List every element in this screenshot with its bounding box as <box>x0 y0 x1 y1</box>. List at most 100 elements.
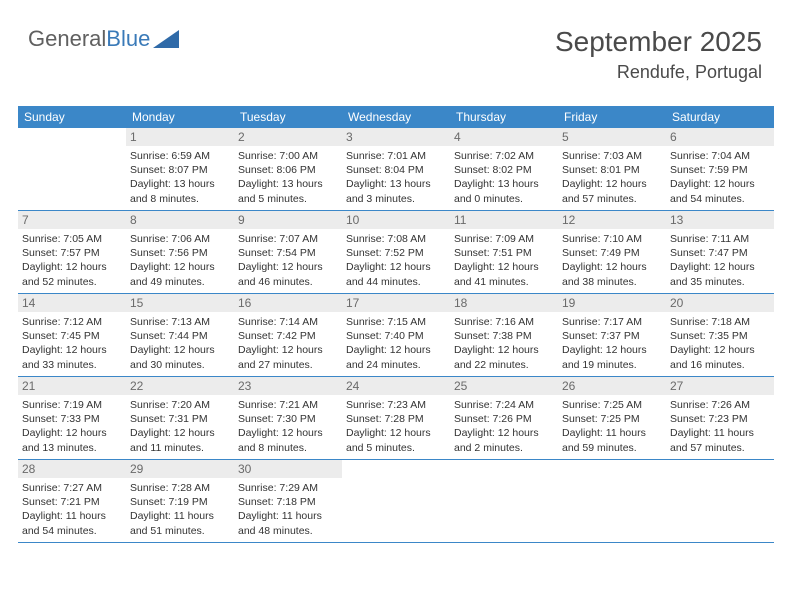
day-number: 14 <box>18 294 126 312</box>
sunset-text: Sunset: 8:02 PM <box>454 163 554 177</box>
sunrise-text: Sunrise: 7:25 AM <box>562 398 662 412</box>
day-number: 28 <box>18 460 126 478</box>
daylight-text: Daylight: 11 hours and 51 minutes. <box>130 509 230 537</box>
sunrise-text: Sunrise: 7:21 AM <box>238 398 338 412</box>
daylight-text: Daylight: 11 hours and 57 minutes. <box>670 426 770 454</box>
day-number: 16 <box>234 294 342 312</box>
week-row: 14Sunrise: 7:12 AMSunset: 7:45 PMDayligh… <box>18 294 774 377</box>
daylight-text: Daylight: 12 hours and 16 minutes. <box>670 343 770 371</box>
day-number: 6 <box>666 128 774 146</box>
sunset-text: Sunset: 8:01 PM <box>562 163 662 177</box>
sunrise-text: Sunrise: 7:14 AM <box>238 315 338 329</box>
day-number: 9 <box>234 211 342 229</box>
sunset-text: Sunset: 7:57 PM <box>22 246 122 260</box>
day-info: Sunrise: 7:19 AMSunset: 7:33 PMDaylight:… <box>22 398 122 455</box>
day-cell: 17Sunrise: 7:15 AMSunset: 7:40 PMDayligh… <box>342 294 450 376</box>
day-header-saturday: Saturday <box>666 106 774 128</box>
day-header-friday: Friday <box>558 106 666 128</box>
day-cell: 11 Sunrise: 7:09 AMSunset: 7:51 PMDayligh… <box>450 211 558 293</box>
sunrise-text: Sunrise: 6:59 AM <box>130 149 230 163</box>
sunrise-text: Sunrise: 7:04 AM <box>670 149 770 163</box>
day-info: Sunrise: 7:01 AMSunset: 8:04 PMDaylight:… <box>346 149 446 206</box>
sunrise-text: Sunrise: 7:20 AM <box>130 398 230 412</box>
daylight-text: Daylight: 12 hours and 44 minutes. <box>346 260 446 288</box>
day-number: 26 <box>558 377 666 395</box>
day-info: Sunrise: 7:17 AMSunset: 7:37 PMDaylight:… <box>562 315 662 372</box>
logo-text-2: Blue <box>106 26 150 52</box>
day-cell: 3Sunrise: 7:01 AMSunset: 8:04 PMDaylight… <box>342 128 450 210</box>
day-cell: 19 Sunrise: 7:17 AMSunset: 7:37 PMDayligh… <box>558 294 666 376</box>
day-number: 11 <box>450 211 558 229</box>
sunset-text: Sunset: 7:49 PM <box>562 246 662 260</box>
sunset-text: Sunset: 7:40 PM <box>346 329 446 343</box>
day-cell: 23Sunrise: 7:21 AMSunset: 7:30 PMDayligh… <box>234 377 342 459</box>
daylight-text: Daylight: 13 hours and 3 minutes. <box>346 177 446 205</box>
day-cell: 10Sunrise: 7:08 AMSunset: 7:52 PMDayligh… <box>342 211 450 293</box>
sunset-text: Sunset: 7:44 PM <box>130 329 230 343</box>
sunrise-text: Sunrise: 7:23 AM <box>346 398 446 412</box>
sunset-text: Sunset: 7:26 PM <box>454 412 554 426</box>
day-number: 19 <box>558 294 666 312</box>
day-info: Sunrise: 7:16 AMSunset: 7:38 PMDaylight:… <box>454 315 554 372</box>
day-info: Sunrise: 7:18 AMSunset: 7:35 PMDaylight:… <box>670 315 770 372</box>
week-row: 28 Sunrise: 7:27 AMSunset: 7:21 PMDayligh… <box>18 460 774 543</box>
sunset-text: Sunset: 8:07 PM <box>130 163 230 177</box>
daylight-text: Daylight: 12 hours and 35 minutes. <box>670 260 770 288</box>
sunrise-text: Sunrise: 7:01 AM <box>346 149 446 163</box>
day-info: Sunrise: 7:13 AMSunset: 7:44 PMDaylight:… <box>130 315 230 372</box>
day-cell: 25Sunrise: 7:24 AMSunset: 7:26 PMDayligh… <box>450 377 558 459</box>
day-number: 17 <box>342 294 450 312</box>
day-info: Sunrise: 7:10 AMSunset: 7:49 PMDaylight:… <box>562 232 662 289</box>
day-info: Sunrise: 7:29 AMSunset: 7:18 PMDaylight:… <box>238 481 338 538</box>
day-cell: 5 Sunrise: 7:03 AMSunset: 8:01 PMDaylight… <box>558 128 666 210</box>
sunrise-text: Sunrise: 7:19 AM <box>22 398 122 412</box>
sunset-text: Sunset: 7:33 PM <box>22 412 122 426</box>
day-number: 12 <box>558 211 666 229</box>
day-cell: 4Sunrise: 7:02 AMSunset: 8:02 PMDaylight… <box>450 128 558 210</box>
sunset-text: Sunset: 7:21 PM <box>22 495 122 509</box>
day-cell: 14 Sunrise: 7:12 AMSunset: 7:45 PMDayligh… <box>18 294 126 376</box>
day-info: Sunrise: 7:23 AMSunset: 7:28 PMDaylight:… <box>346 398 446 455</box>
day-info: Sunrise: 7:28 AMSunset: 7:19 PMDaylight:… <box>130 481 230 538</box>
sunset-text: Sunset: 7:45 PM <box>22 329 122 343</box>
day-info: Sunrise: 7:03 AMSunset: 8:01 PMDaylight:… <box>562 149 662 206</box>
day-cell <box>450 460 558 542</box>
day-cell <box>558 460 666 542</box>
sunset-text: Sunset: 7:52 PM <box>346 246 446 260</box>
day-header-row: SundayMondayTuesdayWednesdayThursdayFrid… <box>18 106 774 128</box>
day-number: 1 <box>126 128 234 146</box>
sunrise-text: Sunrise: 7:12 AM <box>22 315 122 329</box>
daylight-text: Daylight: 12 hours and 52 minutes. <box>22 260 122 288</box>
day-cell: 27Sunrise: 7:26 AMSunset: 7:23 PMDayligh… <box>666 377 774 459</box>
daylight-text: Daylight: 12 hours and 38 minutes. <box>562 260 662 288</box>
day-cell <box>342 460 450 542</box>
day-info: Sunrise: 7:26 AMSunset: 7:23 PMDaylight:… <box>670 398 770 455</box>
daylight-text: Daylight: 12 hours and 41 minutes. <box>454 260 554 288</box>
day-cell: 28 Sunrise: 7:27 AMSunset: 7:21 PMDayligh… <box>18 460 126 542</box>
day-cell: 8Sunrise: 7:06 AMSunset: 7:56 PMDaylight… <box>126 211 234 293</box>
day-info: Sunrise: 7:12 AMSunset: 7:45 PMDaylight:… <box>22 315 122 372</box>
sunset-text: Sunset: 7:56 PM <box>130 246 230 260</box>
day-cell: 29Sunrise: 7:28 AMSunset: 7:19 PMDayligh… <box>126 460 234 542</box>
day-cell: 20Sunrise: 7:18 AMSunset: 7:35 PMDayligh… <box>666 294 774 376</box>
sunrise-text: Sunrise: 7:10 AM <box>562 232 662 246</box>
day-cell <box>666 460 774 542</box>
day-number: 21 <box>18 377 126 395</box>
daylight-text: Daylight: 12 hours and 5 minutes. <box>346 426 446 454</box>
daylight-text: Daylight: 12 hours and 13 minutes. <box>22 426 122 454</box>
day-cell: 1 Sunrise: 6:59 AMSunset: 8:07 PMDaylight… <box>126 128 234 210</box>
day-cell: 24Sunrise: 7:23 AMSunset: 7:28 PMDayligh… <box>342 377 450 459</box>
sunset-text: Sunset: 7:23 PM <box>670 412 770 426</box>
day-info: Sunrise: 6:59 AMSunset: 8:07 PMDaylight:… <box>130 149 230 206</box>
sunrise-text: Sunrise: 7:18 AM <box>670 315 770 329</box>
daylight-text: Daylight: 12 hours and 19 minutes. <box>562 343 662 371</box>
sunset-text: Sunset: 8:04 PM <box>346 163 446 177</box>
day-number: 23 <box>234 377 342 395</box>
daylight-text: Daylight: 12 hours and 24 minutes. <box>346 343 446 371</box>
sunset-text: Sunset: 7:59 PM <box>670 163 770 177</box>
day-number: 5 <box>558 128 666 146</box>
day-info: Sunrise: 7:09 AMSunset: 7:51 PMDaylight:… <box>454 232 554 289</box>
day-info: Sunrise: 7:24 AMSunset: 7:26 PMDaylight:… <box>454 398 554 455</box>
day-info: Sunrise: 7:27 AMSunset: 7:21 PMDaylight:… <box>22 481 122 538</box>
day-info: Sunrise: 7:04 AMSunset: 7:59 PMDaylight:… <box>670 149 770 206</box>
